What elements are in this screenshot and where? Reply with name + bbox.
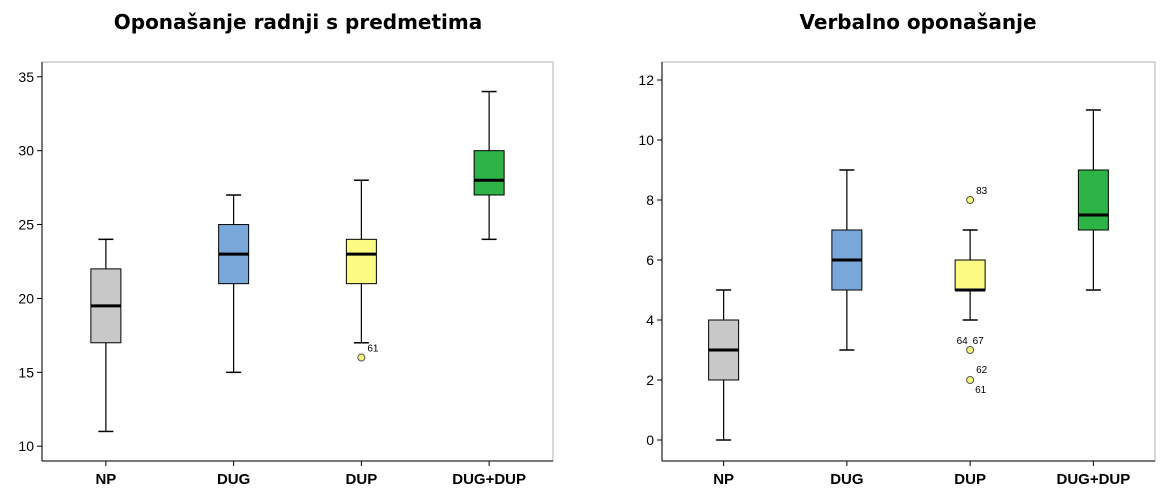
chart-1-y-tick-label: 30 <box>18 143 34 159</box>
chart-2-y-tick-label: 8 <box>646 192 654 208</box>
chart-1-outlier-label: 61 <box>367 344 379 355</box>
chart-2-outlier-point <box>966 376 975 384</box>
chart-1-x-tick-label: NP <box>95 471 116 488</box>
chart-1-x-tick-label: DUP <box>346 471 378 488</box>
chart-2-x-tick-label: NP <box>713 471 734 488</box>
chart-1-y-tick-label: 20 <box>18 290 34 306</box>
chart-1-plot-frame <box>41 61 554 462</box>
chart-1-box <box>345 238 377 285</box>
chart-2-y-tick-label: 0 <box>646 432 654 448</box>
chart-2-box <box>1077 169 1109 231</box>
chart-1-y-tick-label: 25 <box>18 217 34 233</box>
chart-1-x-tick-label: DUG <box>217 471 250 488</box>
chart-1-x-tick-label: DUG+DUP <box>452 471 526 488</box>
chart-2-y-tick-label: 4 <box>646 312 654 328</box>
chart-2-x-tick-label: DUG <box>830 471 863 488</box>
chart-2-outlier-point <box>966 196 975 204</box>
chart-1-outlier-point <box>357 353 366 362</box>
chart-1-box <box>473 150 505 196</box>
chart-2-y-tick-label: 6 <box>646 252 654 268</box>
chart-2-y-tick-label: 10 <box>638 132 654 148</box>
chart-2-outlier-label: 61 <box>975 385 987 396</box>
chart-1-y-tick-label: 10 <box>18 438 34 454</box>
chart-2-x-tick-label: DUG+DUP <box>1056 471 1130 488</box>
chart-2-outlier-label: 64 <box>957 336 969 347</box>
chart-1-y-tick-label: 15 <box>18 364 34 380</box>
chart-2-x-tick-label: DUP <box>954 471 986 488</box>
chart-2-title: Verbalno oponašanje <box>799 10 1037 34</box>
chart-2-outlier-point <box>966 346 975 354</box>
chart-1-y-tick-label: 35 <box>18 69 34 85</box>
chart-2-plot-frame <box>661 61 1156 462</box>
chart-2-outlier-label: 83 <box>976 186 988 197</box>
chart-2-outlier-label: 62 <box>976 365 988 376</box>
chart-2-y-tick-label: 2 <box>646 372 654 388</box>
chart-2-y-tick-label: 12 <box>638 72 654 88</box>
chart-1-title: Oponašanje radnji s predmetima <box>113 10 483 34</box>
chart-2-outlier-label: 67 <box>973 336 985 347</box>
chart-2-box <box>954 259 986 291</box>
